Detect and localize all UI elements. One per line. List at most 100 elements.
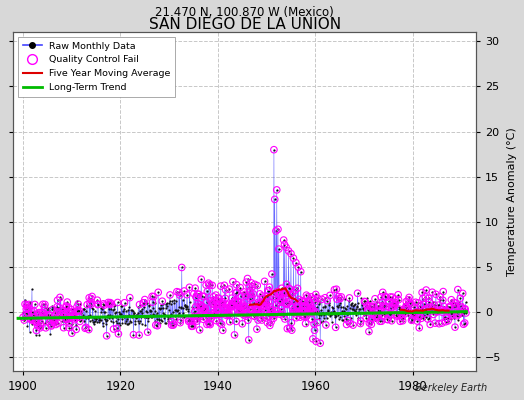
Point bbox=[238, 321, 246, 327]
Point bbox=[456, 295, 464, 302]
Point bbox=[293, 309, 302, 316]
Point bbox=[194, 300, 202, 307]
Point bbox=[150, 318, 159, 324]
Point bbox=[146, 307, 154, 314]
Point bbox=[208, 282, 216, 288]
Point bbox=[380, 302, 388, 308]
Point bbox=[350, 307, 358, 313]
Point bbox=[221, 295, 230, 302]
Point bbox=[160, 320, 169, 326]
Point bbox=[202, 282, 210, 288]
Point bbox=[450, 299, 458, 306]
Point bbox=[311, 308, 320, 315]
Point bbox=[337, 304, 345, 310]
Point bbox=[134, 318, 142, 324]
Point bbox=[278, 294, 287, 301]
Point bbox=[448, 312, 456, 319]
Point bbox=[21, 310, 30, 316]
Point bbox=[119, 307, 127, 314]
Point bbox=[110, 303, 118, 309]
Point bbox=[195, 327, 204, 333]
Point bbox=[438, 306, 446, 313]
Point bbox=[367, 304, 375, 310]
Point bbox=[461, 320, 469, 326]
Point bbox=[72, 322, 80, 328]
Point bbox=[197, 276, 205, 282]
Point bbox=[110, 326, 118, 332]
Point bbox=[71, 312, 80, 318]
Point bbox=[128, 314, 136, 320]
Point bbox=[286, 286, 294, 292]
Point bbox=[170, 300, 179, 306]
Point bbox=[250, 281, 259, 288]
Point bbox=[383, 312, 391, 319]
Point bbox=[207, 312, 215, 318]
Point bbox=[461, 306, 470, 312]
Point bbox=[227, 302, 235, 309]
Point bbox=[66, 310, 74, 316]
Point bbox=[347, 302, 355, 308]
Point bbox=[30, 312, 39, 318]
Point bbox=[227, 295, 236, 301]
Point bbox=[218, 298, 226, 305]
Point bbox=[173, 308, 181, 314]
Point bbox=[408, 316, 417, 322]
Point bbox=[43, 305, 51, 311]
Point bbox=[143, 309, 151, 315]
Point bbox=[138, 310, 147, 316]
Point bbox=[36, 325, 44, 331]
Point bbox=[317, 319, 325, 326]
Point bbox=[320, 312, 329, 318]
Point bbox=[212, 307, 221, 313]
Point bbox=[365, 328, 373, 335]
Point bbox=[416, 302, 424, 309]
Point bbox=[420, 316, 428, 322]
Point bbox=[452, 303, 461, 310]
Point bbox=[397, 311, 405, 318]
Point bbox=[122, 321, 130, 327]
Point bbox=[50, 317, 58, 323]
Point bbox=[52, 321, 60, 328]
Point bbox=[70, 313, 78, 319]
Point bbox=[383, 316, 391, 323]
Point bbox=[233, 289, 241, 295]
Point bbox=[224, 310, 232, 316]
Point bbox=[267, 319, 275, 325]
Point bbox=[290, 298, 298, 305]
Point bbox=[264, 299, 272, 305]
Point bbox=[42, 306, 51, 312]
Point bbox=[51, 310, 59, 316]
Point bbox=[377, 318, 386, 324]
Point bbox=[280, 290, 288, 297]
Point bbox=[344, 298, 353, 304]
Point bbox=[209, 301, 217, 307]
Point bbox=[68, 330, 76, 336]
Point bbox=[276, 311, 284, 317]
Point bbox=[31, 318, 39, 324]
Point bbox=[38, 309, 46, 316]
Point bbox=[299, 308, 307, 314]
Point bbox=[424, 295, 433, 302]
Point bbox=[180, 314, 188, 320]
Point bbox=[60, 316, 68, 323]
Point bbox=[162, 301, 170, 308]
Point bbox=[345, 295, 354, 301]
Point bbox=[120, 314, 128, 320]
Point bbox=[417, 315, 425, 322]
Point bbox=[287, 250, 295, 257]
Point bbox=[66, 310, 74, 316]
Point bbox=[307, 305, 315, 312]
Point bbox=[338, 308, 346, 314]
Point bbox=[357, 318, 365, 324]
Point bbox=[130, 313, 139, 320]
Point bbox=[81, 325, 89, 332]
Point bbox=[196, 303, 205, 309]
Point bbox=[456, 295, 464, 302]
Point bbox=[270, 196, 279, 202]
Point bbox=[154, 289, 162, 296]
Point bbox=[21, 301, 29, 308]
Point bbox=[249, 300, 258, 306]
Point bbox=[198, 303, 206, 309]
Point bbox=[228, 304, 237, 310]
Point bbox=[173, 288, 181, 295]
